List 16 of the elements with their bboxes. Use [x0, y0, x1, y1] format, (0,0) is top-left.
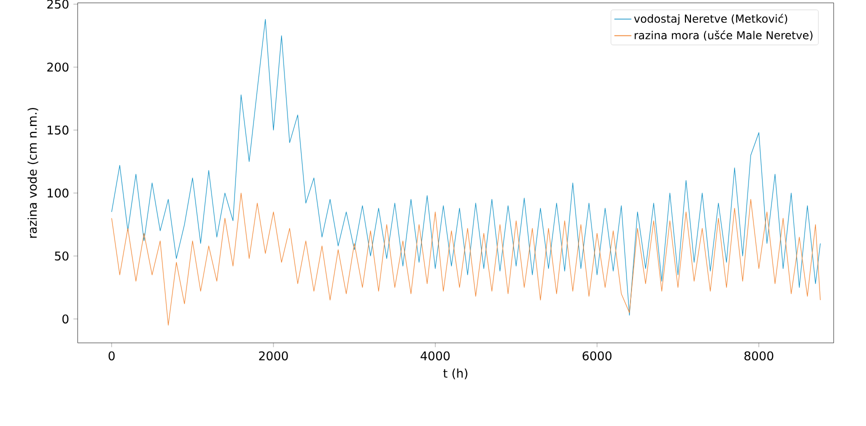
y-tick-label: 250	[47, 0, 68, 9]
x-axis-title: t (h)	[443, 368, 468, 380]
legend-label: razina mora (ušće Male Neretve)	[634, 30, 812, 41]
line-series	[111, 192, 821, 326]
y-tick-label: 0	[62, 314, 68, 324]
y-tick-label: 100	[48, 188, 68, 198]
y-axis-title: razina vode (cm n.m.)	[28, 108, 38, 238]
x-tick-label: 4000	[420, 351, 450, 360]
x-tick-label: 6000	[582, 351, 612, 360]
x-tick-label: 8000	[744, 351, 774, 360]
y-tick-label: 50	[54, 251, 68, 261]
x-tick-label: 2000	[259, 351, 288, 360]
y-tick-label: 150	[48, 126, 68, 135]
y-tick-label: 200	[47, 62, 68, 72]
legend-label: vodostaj Neretve (Metković)	[634, 14, 788, 25]
x-tick-label: 0	[108, 351, 115, 360]
